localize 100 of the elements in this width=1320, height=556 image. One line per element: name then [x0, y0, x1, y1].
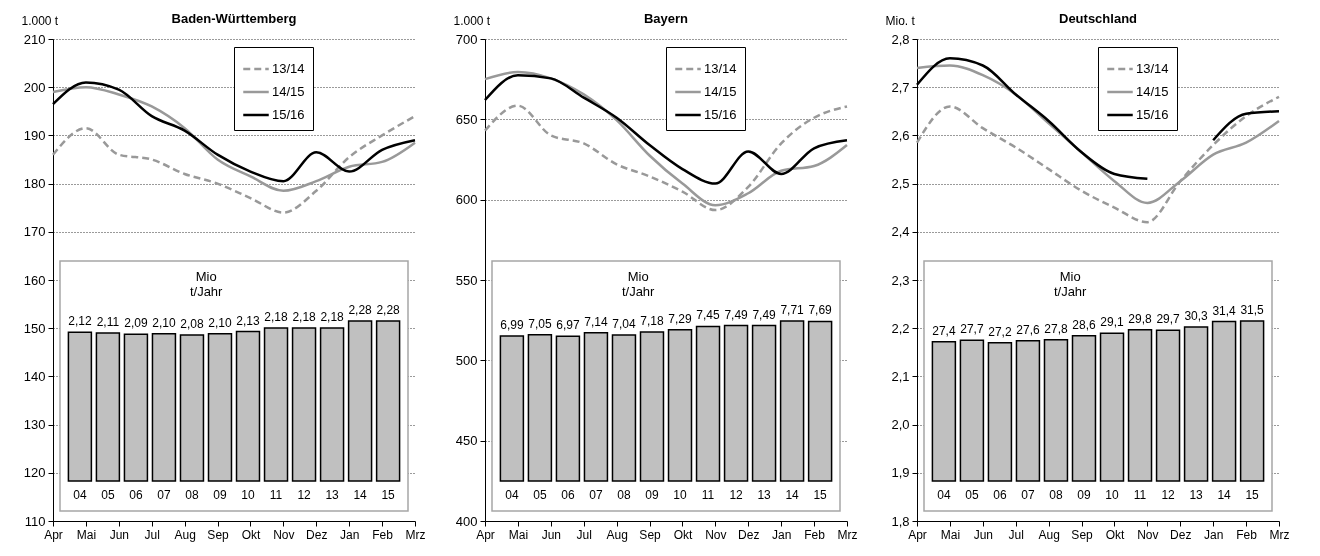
data-label: 29,1	[1100, 315, 1125, 330]
y-tick-label: 150	[23, 320, 46, 336]
bar	[1127, 328, 1153, 482]
x-tick-label: Dez	[306, 527, 328, 542]
data-label: 2,09	[124, 316, 148, 331]
data-label: 2,28	[348, 303, 373, 317]
x-tick-label: Jul	[576, 527, 592, 542]
x-tick-label: 11	[269, 487, 283, 502]
bar	[695, 325, 721, 482]
y-tick-label: 1,9	[891, 465, 910, 481]
x-tick-label: 15	[813, 487, 828, 502]
x-tick-label: 10	[241, 487, 255, 502]
x-tick-label: Jun	[541, 527, 561, 542]
data-label: 7,18	[640, 314, 664, 328]
legend-label: 14/15	[1136, 84, 1169, 99]
bar	[555, 335, 581, 482]
data-label: 2,13	[236, 313, 261, 328]
x-tick-label: Nov	[273, 527, 295, 542]
y-tick-label: 450	[455, 433, 478, 449]
x-tick-label: 07	[1021, 487, 1035, 502]
x-tick-label: 10	[673, 487, 687, 502]
data-label: 2,18	[320, 310, 345, 325]
x-tick-label: Apr	[44, 527, 63, 542]
legend-label: 15/16	[704, 107, 737, 122]
data-label: 27,4	[932, 323, 956, 338]
y-tick-label: 400	[455, 513, 478, 529]
bar	[931, 341, 957, 482]
x-tick-label: Aug	[1038, 527, 1060, 542]
data-label: 2,18	[264, 310, 289, 325]
x-tick-label: Feb	[372, 527, 394, 542]
x-tick-label: 04	[73, 487, 87, 502]
x-tick-label: Mai	[508, 527, 529, 542]
x-tick-label: Feb	[804, 527, 826, 542]
x-tick-label: Mrz	[837, 527, 858, 542]
x-tick-label: Jul	[1008, 527, 1024, 542]
x-tick-label: 13	[757, 487, 772, 502]
data-label: 2,12	[68, 314, 92, 329]
x-tick-label: Mai	[76, 527, 97, 542]
x-tick-label: Okt	[673, 527, 693, 542]
x-tick-label: 09	[1077, 487, 1091, 502]
y-tick-label: 2,4	[891, 224, 910, 240]
y-tick-label: 500	[455, 352, 478, 368]
x-tick-label: 14	[353, 487, 368, 502]
x-tick-label: Aug	[606, 527, 628, 542]
x-tick-label: 09	[213, 487, 227, 502]
x-tick-label: Apr	[908, 527, 927, 542]
bar	[751, 324, 777, 482]
x-tick-label: Mrz	[1269, 527, 1290, 542]
bar	[1155, 329, 1181, 482]
x-tick-label: 07	[157, 487, 171, 502]
y-tick-label: 200	[23, 79, 46, 95]
x-tick-label: Jan	[1204, 527, 1224, 542]
x-tick-label: Sep	[207, 527, 230, 542]
bar	[527, 333, 553, 482]
y-axis-title: Mio. t	[885, 13, 916, 28]
x-tick-label: 12	[1161, 487, 1176, 502]
y-tick-label: 210	[23, 31, 46, 47]
x-tick-label: 08	[185, 487, 199, 502]
x-tick-label: Nov	[705, 527, 727, 542]
data-label: 7,49	[752, 307, 777, 322]
x-tick-label: Apr	[476, 527, 495, 542]
y-axis-title: 1.000 t	[453, 13, 491, 28]
x-tick-label: Okt	[241, 527, 261, 542]
x-tick-label: 04	[937, 487, 951, 502]
legend-label: 14/15	[272, 84, 305, 99]
legend-label: 13/14	[704, 61, 737, 76]
x-tick-label: Nov	[1137, 527, 1159, 542]
bar	[667, 328, 693, 482]
bar	[1015, 340, 1041, 482]
data-label: 7,29	[668, 311, 693, 326]
bar	[779, 320, 805, 482]
x-tick-label: 05	[101, 487, 115, 502]
y-tick-label: 1,8	[891, 513, 910, 529]
data-label: 31,5	[1240, 303, 1265, 317]
bar	[583, 332, 609, 482]
x-tick-label: Mai	[940, 527, 961, 542]
x-tick-label: Sep	[1071, 527, 1094, 542]
x-tick-label: Sep	[639, 527, 662, 542]
x-tick-label: Okt	[1105, 527, 1125, 542]
data-label: 7,69	[808, 303, 833, 318]
legend-label: 13/14	[272, 61, 305, 76]
x-tick-label: 12	[729, 487, 744, 502]
x-tick-label: Jan	[340, 527, 360, 542]
x-tick-label: Jul	[144, 527, 160, 542]
x-tick-label: 06	[993, 487, 1007, 502]
data-label: 2,08	[180, 317, 204, 332]
x-tick-label: 15	[1245, 487, 1260, 502]
y-tick-label: 700	[455, 31, 478, 47]
bar	[807, 320, 833, 482]
y-tick-label: 2,1	[891, 368, 910, 384]
x-tick-label: 14	[785, 487, 800, 502]
y-tick-label: 120	[23, 465, 46, 481]
legend-label: 15/16	[1136, 107, 1169, 122]
data-label: 6,99	[500, 317, 524, 332]
x-tick-label: 13	[325, 487, 340, 502]
x-tick-label: 13	[1189, 487, 1204, 502]
data-label: 2,11	[96, 314, 120, 329]
bar	[1183, 326, 1209, 482]
bar	[959, 339, 985, 482]
data-label: 30,3	[1184, 309, 1209, 324]
